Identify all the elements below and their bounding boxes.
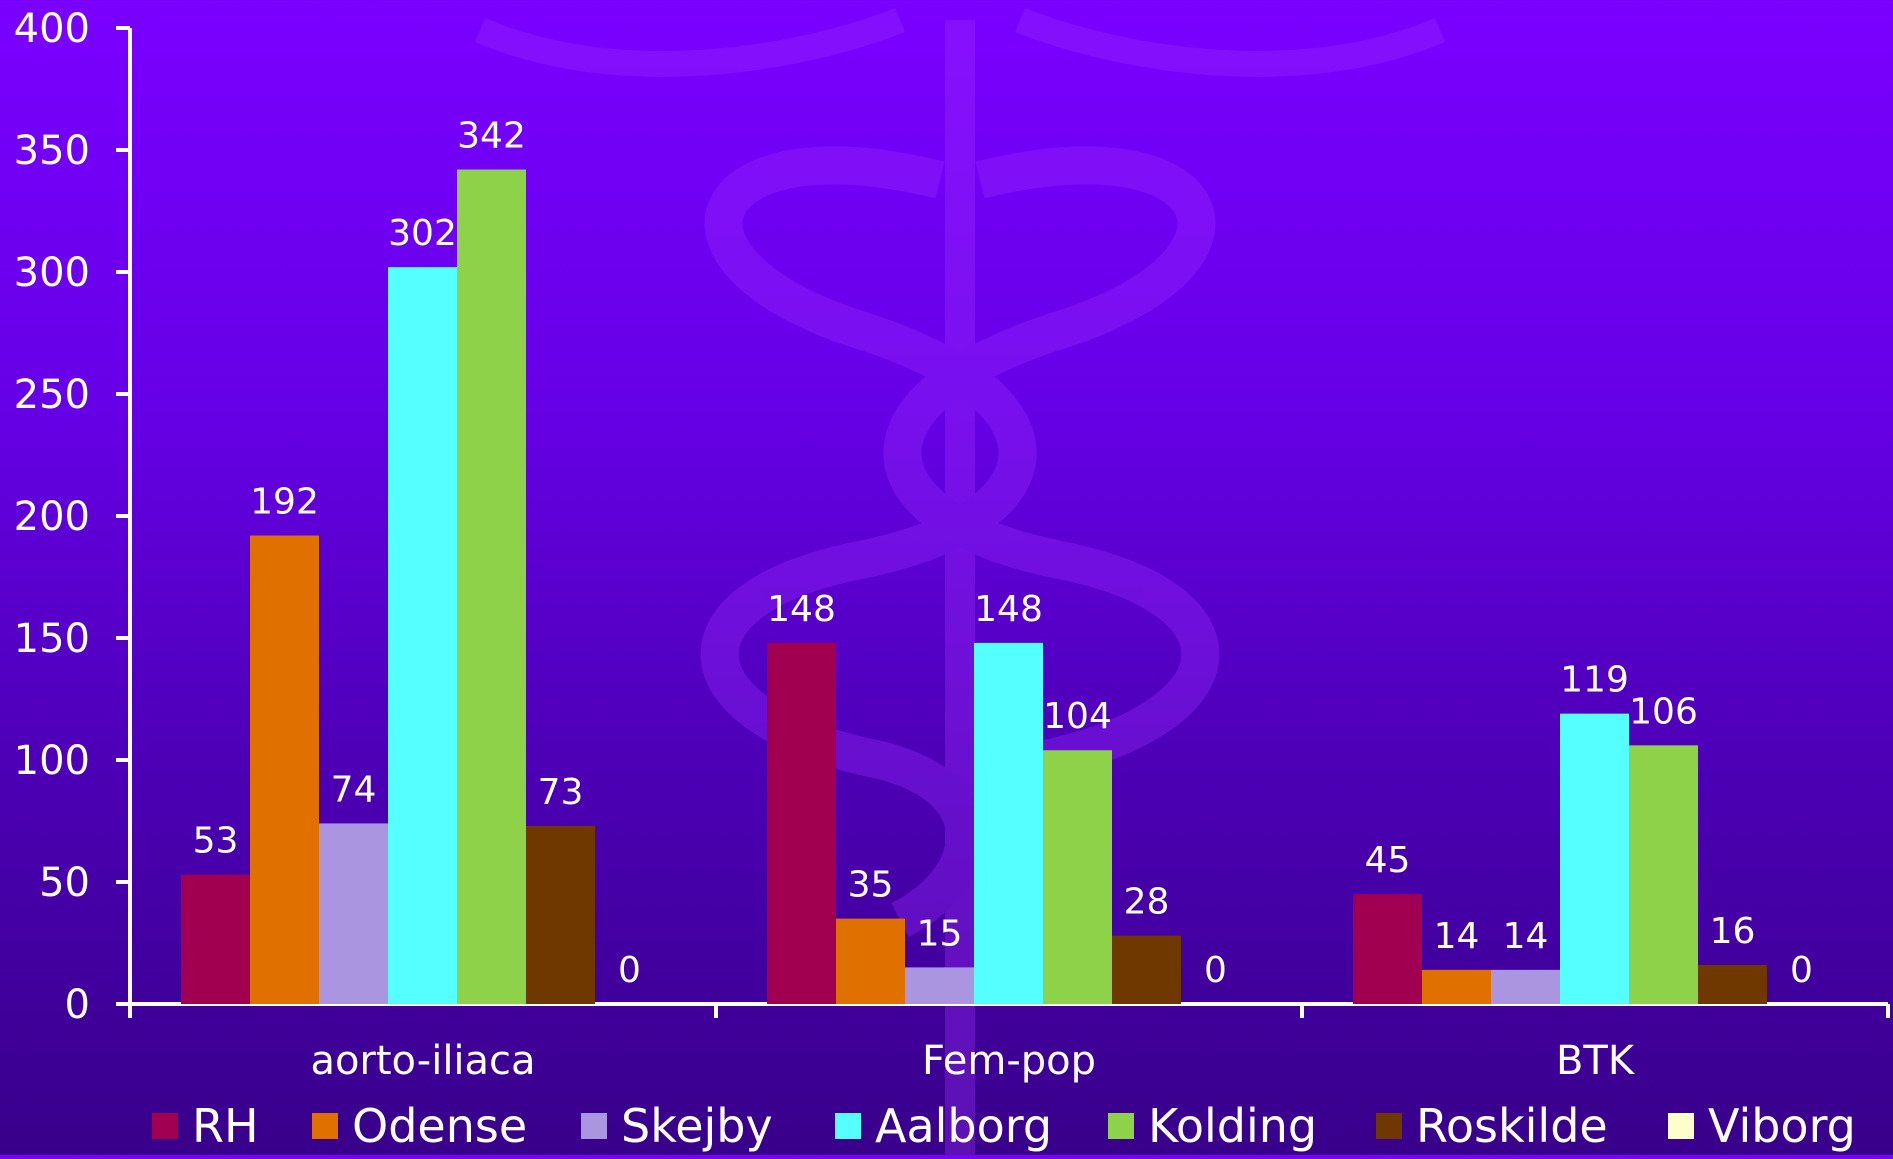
data-label: 148: [974, 589, 1043, 630]
legend-label: Viborg: [1708, 1099, 1856, 1153]
legend-swatch: [1376, 1113, 1402, 1139]
data-label: 16: [1710, 911, 1756, 952]
data-label: 45: [1365, 840, 1411, 881]
y-tick-label: 50: [39, 860, 90, 906]
bar: [319, 823, 388, 1004]
legend-swatch: [581, 1113, 607, 1139]
data-label: 14: [1503, 916, 1549, 957]
x-category-label: BTK: [1556, 1038, 1636, 1084]
legend-swatch: [152, 1113, 178, 1139]
data-label: 192: [250, 482, 319, 523]
legend-swatch: [1108, 1113, 1134, 1139]
legend-swatch: [1668, 1113, 1694, 1139]
data-label: 0: [1204, 950, 1227, 991]
y-tick-label: 100: [14, 738, 90, 784]
bar: [1629, 745, 1698, 1004]
bar: [1560, 713, 1629, 1004]
data-label: 104: [1043, 696, 1112, 737]
data-label: 302: [388, 213, 457, 254]
bar: [1698, 964, 1767, 1004]
data-label: 0: [1790, 950, 1813, 991]
data-label: 73: [538, 772, 584, 813]
data-label: 35: [848, 865, 894, 906]
data-label: 15: [917, 913, 963, 954]
x-category-label: Fem-pop: [922, 1038, 1096, 1084]
bar: [1491, 969, 1560, 1004]
data-label: 28: [1124, 882, 1170, 923]
legend-label: Odense: [352, 1099, 527, 1153]
bar: [1043, 750, 1112, 1004]
bar: [388, 267, 457, 1004]
y-tick-label: 250: [14, 372, 90, 418]
data-label: 74: [331, 769, 377, 810]
x-category-label: aorto-iliaca: [310, 1038, 535, 1084]
caduceus-watermark-icon: [474, 7, 1446, 1155]
legend-label: RH: [192, 1099, 259, 1153]
bar: [767, 642, 836, 1004]
bar: [457, 169, 526, 1004]
data-label: 148: [767, 589, 836, 630]
bar: [181, 874, 250, 1004]
data-label: 53: [193, 821, 239, 862]
legend-swatch: [835, 1113, 861, 1139]
data-label: 119: [1560, 660, 1629, 701]
data-label: 14: [1434, 916, 1480, 957]
legend-swatch: [312, 1113, 338, 1139]
y-tick-label: 300: [14, 250, 90, 296]
data-label: 0: [618, 950, 641, 991]
bar: [905, 967, 974, 1004]
legend-label: Aalborg: [875, 1099, 1052, 1153]
y-tick-label: 200: [14, 494, 90, 540]
y-tick-label: 400: [14, 6, 90, 52]
bar: [836, 918, 905, 1004]
bar: [526, 825, 595, 1004]
bar: [1112, 935, 1181, 1004]
bar: [1422, 969, 1491, 1004]
data-label: 106: [1629, 691, 1698, 732]
legend-label: Roskilde: [1416, 1099, 1608, 1153]
data-label: 342: [457, 116, 526, 157]
legend-label: Skejby: [621, 1099, 773, 1153]
bar: [250, 535, 319, 1004]
y-tick-label: 0: [65, 982, 90, 1028]
bar: [1353, 894, 1422, 1004]
y-tick-label: 350: [14, 128, 90, 174]
y-tick-label: 150: [14, 616, 90, 662]
legend-label: Kolding: [1148, 1099, 1317, 1153]
bar: [974, 642, 1043, 1004]
